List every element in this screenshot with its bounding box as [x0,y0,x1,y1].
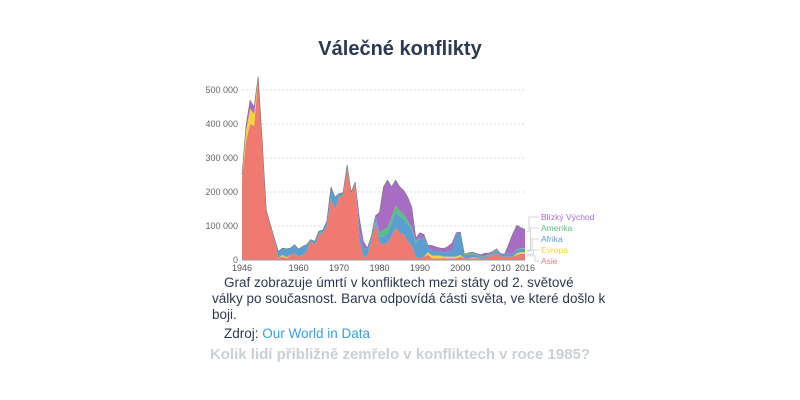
area-amerika [242,76,525,258]
x-tick-label: 1946 [232,263,252,273]
caption-block: Graf zobrazuje úmrtí v konfliktech mezi … [212,275,607,342]
area-asie [242,76,525,261]
x-tick-label: 2010 [491,263,511,273]
legend-label: Asie [541,256,558,266]
chart-caption: Graf zobrazuje úmrtí v konfliktech mezi … [212,275,606,322]
y-tick-label: 300 000 [205,153,238,163]
legend-connector [527,227,539,251]
legend-connector [527,216,539,232]
question-text: Kolik lidí přibližně zemřelo v konflikte… [209,346,591,363]
legend-label: Evropa [541,245,568,255]
page-title: Válečné konflikty [318,38,482,60]
y-tick-label: 100 000 [205,221,238,231]
legend-connector [527,255,539,262]
y-tick-label: 500 000 [205,85,238,95]
x-tick-label: 1960 [289,263,309,273]
x-tick-label: 2000 [450,263,470,273]
legend-label: Blízký Východ [541,212,595,222]
legend-label: Afrika [541,234,563,244]
source-link[interactable]: Our World in Data [262,326,371,341]
legend-label: Amerika [541,223,572,233]
x-tick-label: 2016 [515,263,535,273]
total-outline [241,76,526,256]
x-tick-label: 1990 [410,263,430,273]
stacked-area-chart: 0 100 000 200 000 300 000 400 000 500 000 1946… [205,76,595,273]
y-tick-label: 0 [233,255,238,265]
y-tick-label: 400 000 [205,119,238,129]
y-tick-label: 200 000 [205,187,238,197]
source-label: Zdroj: [224,326,259,341]
source-line: Zdroj: Our World in Data [212,326,607,342]
legend-connector [527,249,539,255]
x-tick-label: 1970 [329,263,349,273]
area-blízký-východ [242,76,525,257]
legend-connector [527,238,539,252]
x-tick-label: 1980 [369,263,389,273]
